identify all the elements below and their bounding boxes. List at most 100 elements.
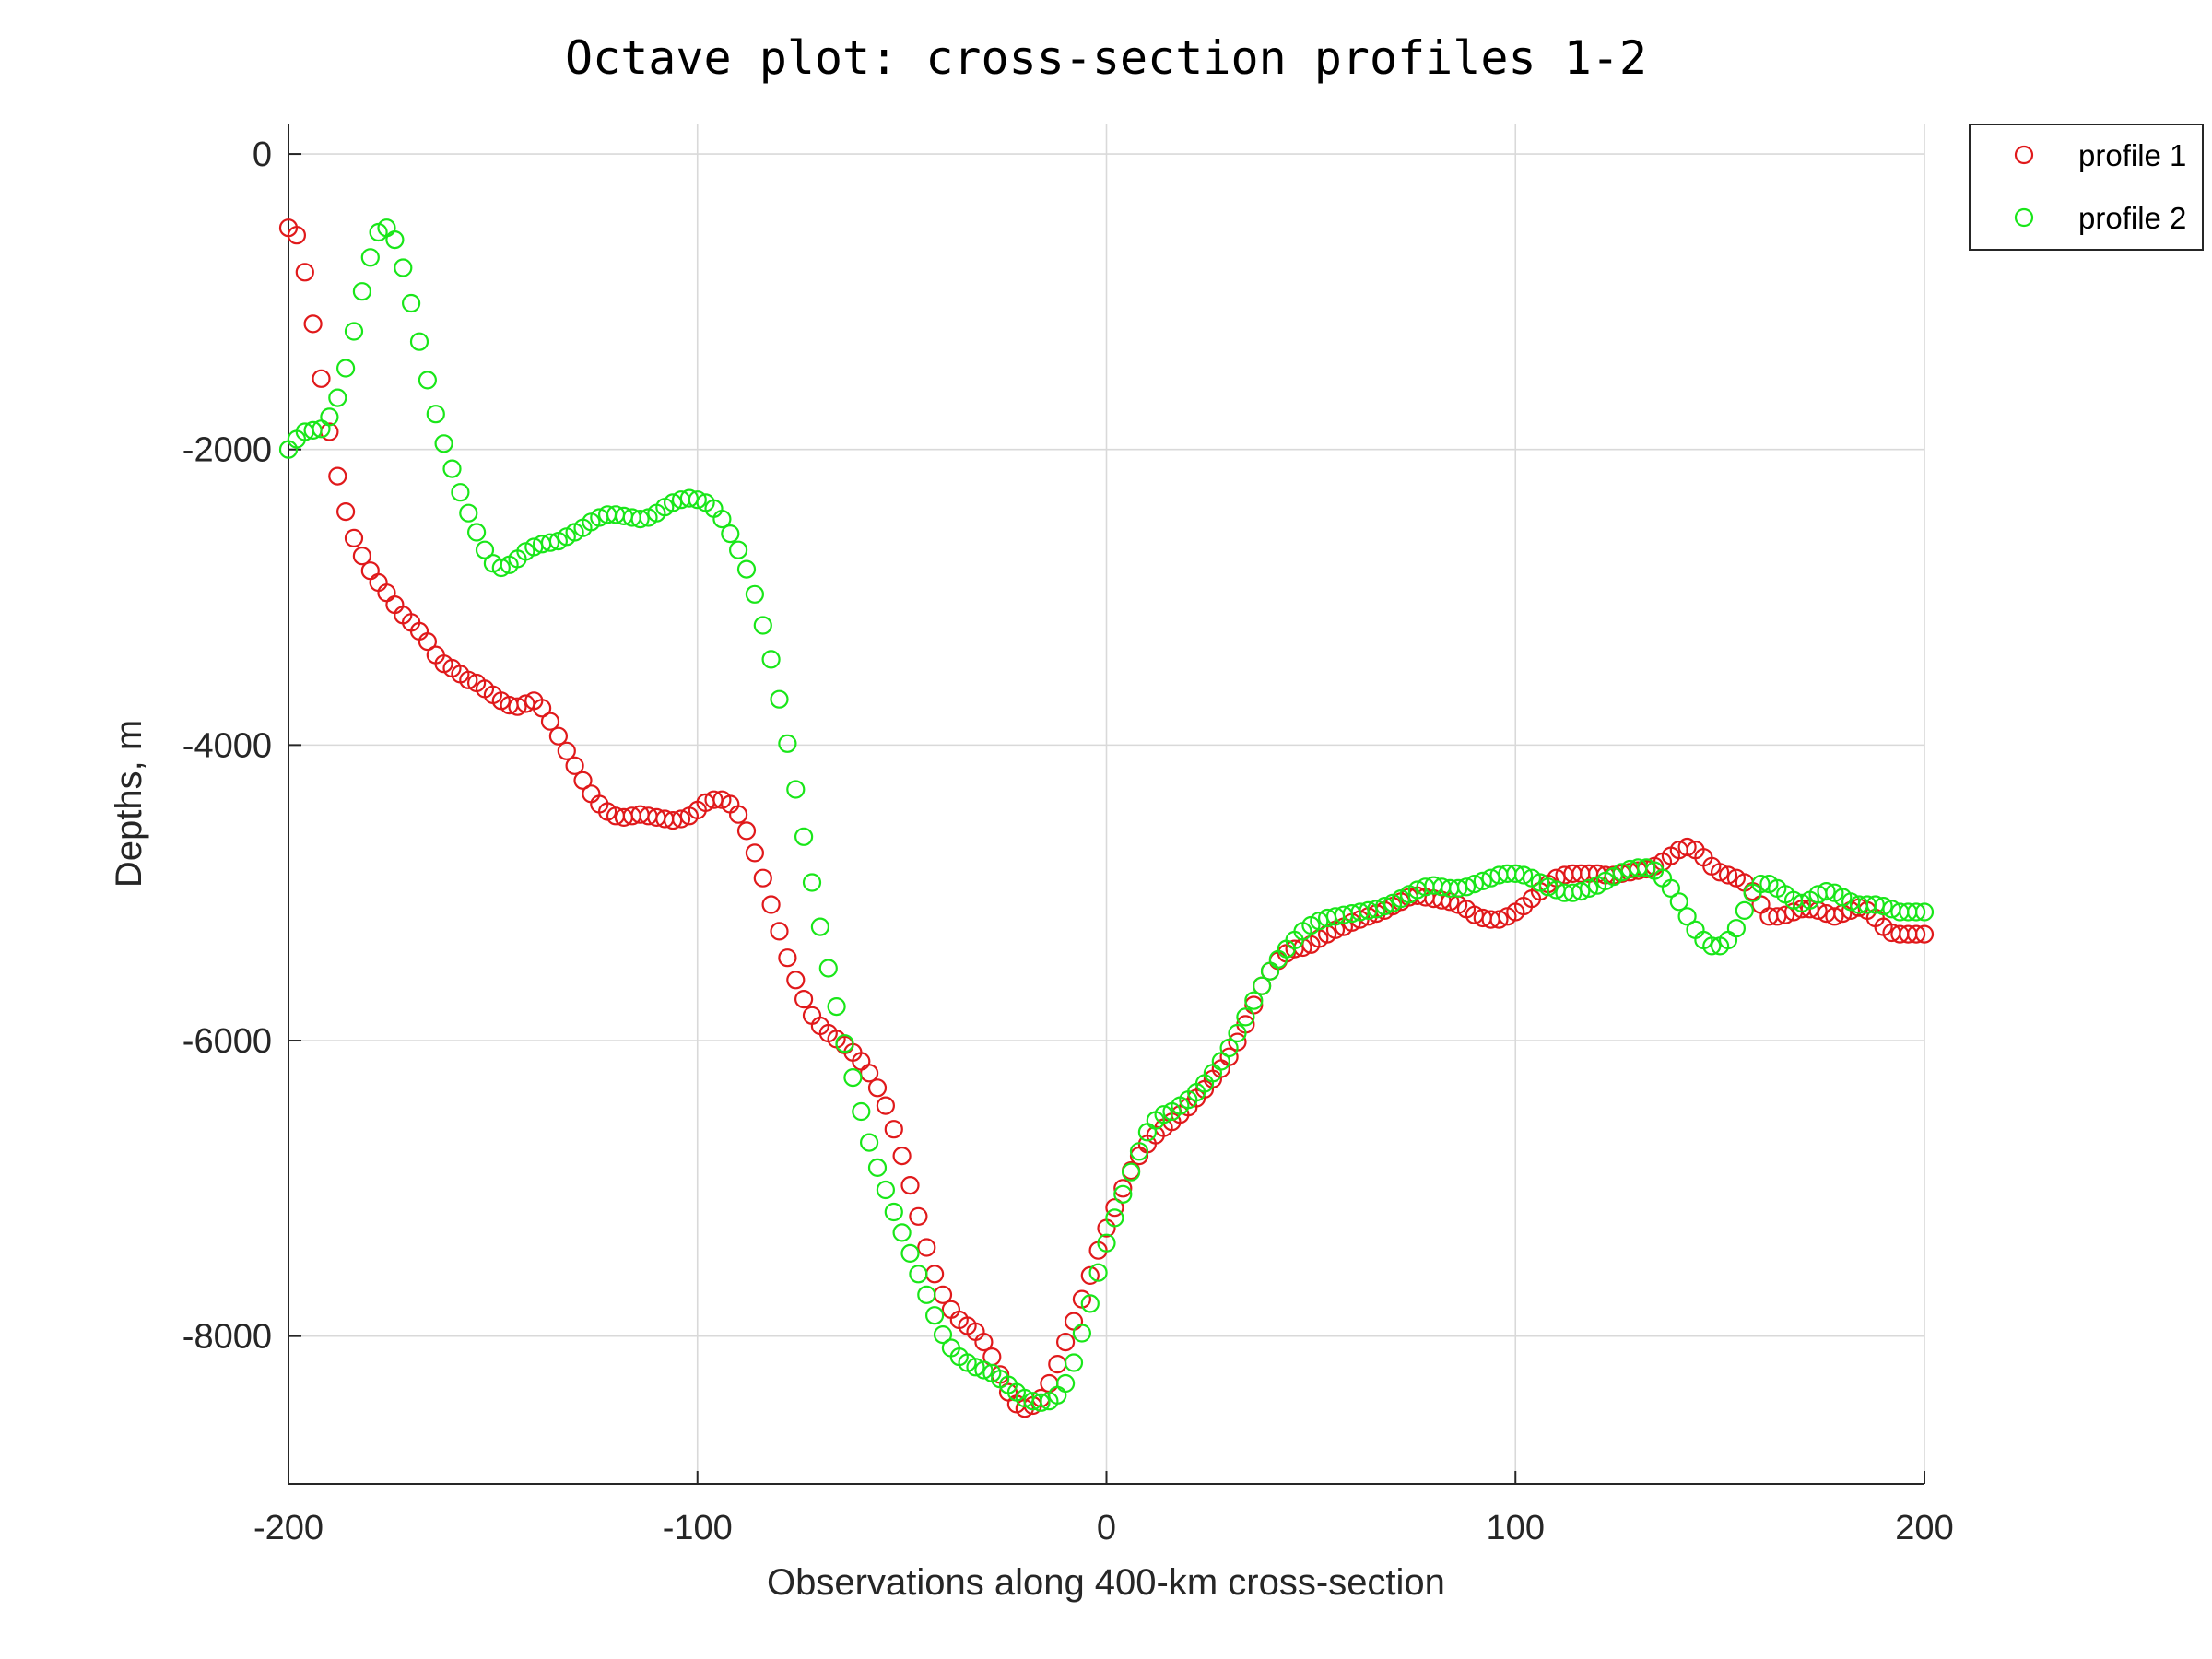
x-tick-label: 200	[1895, 1509, 1953, 1547]
data-point	[1874, 896, 1893, 916]
data-point	[1080, 1265, 1100, 1286]
data-point	[1064, 1353, 1084, 1372]
data-point	[909, 1206, 928, 1226]
data-point	[1907, 902, 1926, 922]
data-point	[394, 258, 413, 277]
data-point	[385, 230, 405, 250]
data-point	[1072, 1324, 1092, 1343]
data-point	[1456, 877, 1477, 897]
data-point	[835, 1034, 854, 1053]
data-point	[1236, 1007, 1255, 1027]
data-point	[728, 540, 748, 559]
data-point	[1718, 865, 1738, 885]
legend-marker-profile-2	[2014, 207, 2034, 228]
data-point	[1375, 896, 1394, 916]
data-point	[1669, 892, 1688, 912]
data-point	[892, 1146, 912, 1166]
data-point	[1367, 900, 1386, 919]
data-point	[770, 689, 789, 709]
data-point	[1088, 1263, 1108, 1282]
data-point	[1907, 924, 1926, 944]
data-point	[312, 369, 331, 388]
data-point	[770, 922, 789, 941]
x-axis-label: Observations along 400-km cross-section	[767, 1562, 1445, 1603]
data-point	[900, 1243, 920, 1264]
data-point	[475, 540, 495, 559]
data-point	[1441, 892, 1460, 912]
data-point	[736, 821, 757, 841]
data-point	[295, 263, 314, 282]
data-point	[778, 948, 797, 968]
data-point	[1726, 919, 1747, 938]
data-point	[328, 466, 347, 486]
legend-label-profile-1: profile 1	[2078, 138, 2186, 172]
data-point	[745, 584, 765, 604]
data-point	[884, 1120, 903, 1139]
data-point	[736, 559, 757, 579]
data-point	[557, 741, 576, 760]
data-point	[1105, 1198, 1124, 1218]
data-point	[1113, 1184, 1133, 1204]
data-point	[344, 528, 364, 548]
data-point	[1702, 936, 1722, 956]
data-point	[917, 1238, 936, 1257]
data-point	[630, 509, 650, 529]
data-point	[1097, 1233, 1116, 1253]
data-point	[671, 809, 691, 829]
data-point	[909, 1265, 928, 1284]
data-point	[352, 282, 371, 301]
data-point	[1105, 1208, 1124, 1228]
series-1	[278, 218, 1935, 1418]
x-tick-label: -200	[253, 1509, 324, 1547]
data-point	[451, 483, 470, 502]
data-point	[508, 697, 527, 716]
y-axis-label: Depths, m	[109, 720, 149, 888]
data-point	[728, 805, 748, 824]
data-markers	[278, 218, 1935, 1418]
data-point	[418, 631, 437, 652]
data-point	[1513, 865, 1534, 885]
data-point	[753, 616, 772, 635]
y-tick-label: -2000	[182, 431, 272, 470]
data-point	[688, 490, 707, 510]
data-point	[1817, 881, 1836, 901]
x-ticks: -200 -100 0 100 200	[253, 1471, 1954, 1547]
data-point	[303, 314, 323, 334]
data-point	[1538, 877, 1558, 897]
data-point	[1228, 1023, 1247, 1043]
data-point	[1219, 1038, 1239, 1058]
data-point	[1113, 1179, 1133, 1198]
data-point	[778, 734, 797, 753]
data-point	[802, 873, 822, 892]
data-point	[442, 459, 462, 478]
y-tick-label: -6000	[182, 1022, 272, 1061]
data-point	[974, 1332, 994, 1352]
data-point	[884, 1202, 903, 1222]
y-ticks: 0 -2000 -4000 -6000 -8000	[182, 135, 301, 1357]
data-point	[712, 509, 732, 529]
data-point	[328, 388, 347, 407]
data-point	[1244, 991, 1264, 1010]
data-point	[794, 989, 814, 1009]
data-point	[917, 1285, 936, 1304]
data-point	[852, 1101, 871, 1122]
data-point	[786, 971, 806, 990]
data-point	[303, 420, 323, 440]
data-point	[409, 332, 429, 351]
data-point	[1735, 900, 1754, 921]
data-point	[1677, 907, 1697, 926]
data-point	[565, 756, 584, 775]
grid	[288, 124, 1925, 1484]
data-point	[867, 1158, 888, 1178]
data-point	[1154, 1105, 1173, 1124]
data-point	[794, 827, 814, 846]
data-point	[1914, 924, 1935, 944]
data-point	[745, 843, 765, 863]
data-point	[344, 322, 364, 341]
data-point	[1031, 1393, 1051, 1412]
x-tick-label: -100	[663, 1509, 733, 1547]
data-point	[876, 1180, 896, 1200]
data-point	[1825, 907, 1844, 926]
chart-title: Octave plot: cross-section profiles 1-2	[565, 31, 1647, 85]
